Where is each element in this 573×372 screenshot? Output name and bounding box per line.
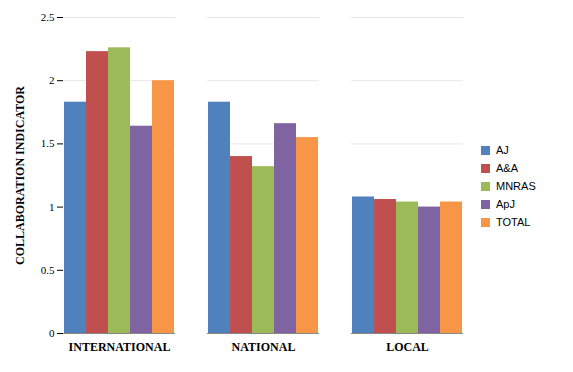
svg-text:2: 2 bbox=[49, 74, 55, 86]
svg-text:1: 1 bbox=[49, 201, 55, 213]
svg-text:0: 0 bbox=[49, 327, 55, 339]
svg-text:LOCAL: LOCAL bbox=[386, 340, 429, 354]
svg-text:0.5: 0.5 bbox=[41, 264, 55, 276]
svg-text:1.5: 1.5 bbox=[41, 137, 55, 149]
html-text:MNRAS: MNRAS bbox=[496, 180, 536, 192]
svg-text:NATIONAL: NATIONAL bbox=[232, 340, 296, 354]
svg-text:INTERNATIONAL: INTERNATIONAL bbox=[69, 340, 171, 354]
html-text:ApJ: ApJ bbox=[496, 198, 515, 210]
svg-text:COLLABORATION INDICATOR: COLLABORATION INDICATOR bbox=[13, 86, 27, 265]
html-text:TOTAL: TOTAL bbox=[496, 216, 531, 228]
html-text:A&A: A&A bbox=[496, 162, 518, 174]
svg-text:2.5: 2.5 bbox=[41, 11, 55, 23]
html-text:AJ: AJ bbox=[496, 144, 509, 156]
